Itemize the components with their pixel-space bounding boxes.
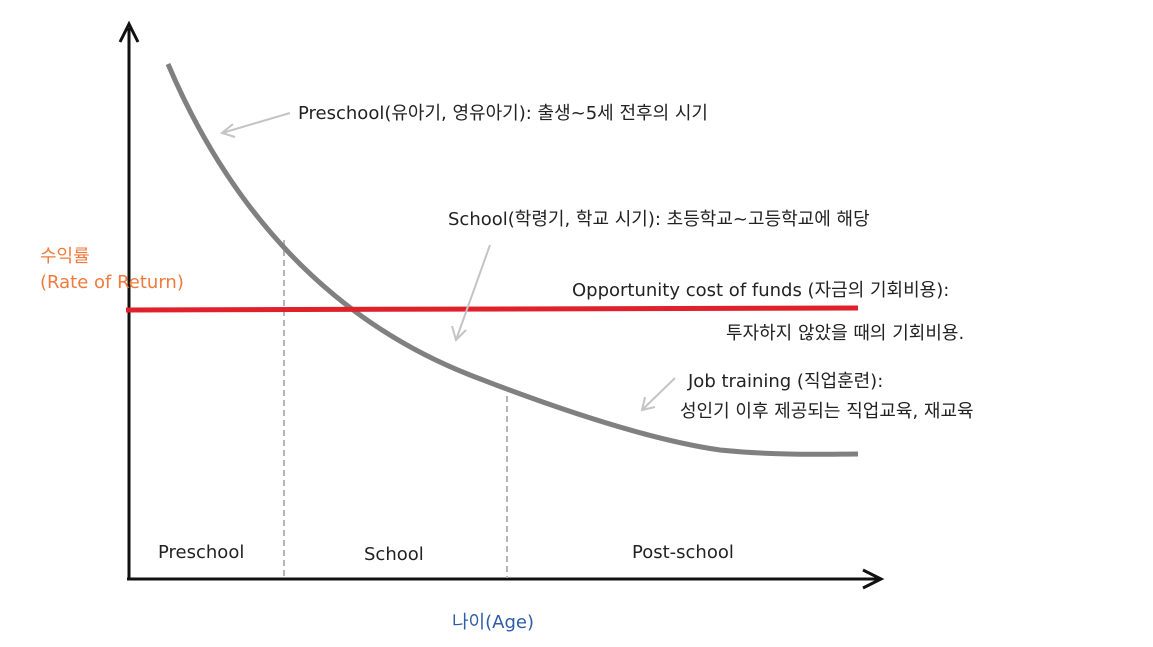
annotation-preschool: Preschool(유아기, 영유아기): 출생~5세 전후의 시기 xyxy=(298,103,708,124)
arrow-pointer-icon xyxy=(640,377,676,412)
y-axis-arrowhead-icon xyxy=(118,20,140,43)
annotation-job-training-title: Job training (직업훈련): xyxy=(688,371,884,392)
annotation-school: School(학령기, 학교 시기): 초등학교~고등학교에 해당 xyxy=(448,209,870,230)
return-curve xyxy=(165,63,859,457)
annotation-job-training-detail: 성인기 이후 제공되는 직업교육, 재교육 xyxy=(680,401,974,422)
zone-label-post-school: Post-school xyxy=(632,542,734,563)
y-axis-label-korean: 수익률 xyxy=(40,246,90,267)
arrow-pointer-icon xyxy=(219,112,291,138)
arrow-pointer-icon xyxy=(451,244,491,342)
zone-label-school: School xyxy=(364,544,424,565)
zone-label-preschool: Preschool xyxy=(158,542,245,563)
x-axis-arrowhead-icon xyxy=(862,568,885,590)
x-axis-label: 나이(Age) xyxy=(452,612,534,633)
y-axis-label-english: (Rate of Return) xyxy=(40,272,184,293)
opportunity-cost-line xyxy=(125,305,859,313)
annotation-opportunity-detail: 투자하지 않았을 때의 기회비용. xyxy=(726,323,965,344)
annotation-opportunity-title: Opportunity cost of funds (자금의 기회비용): xyxy=(572,280,950,301)
